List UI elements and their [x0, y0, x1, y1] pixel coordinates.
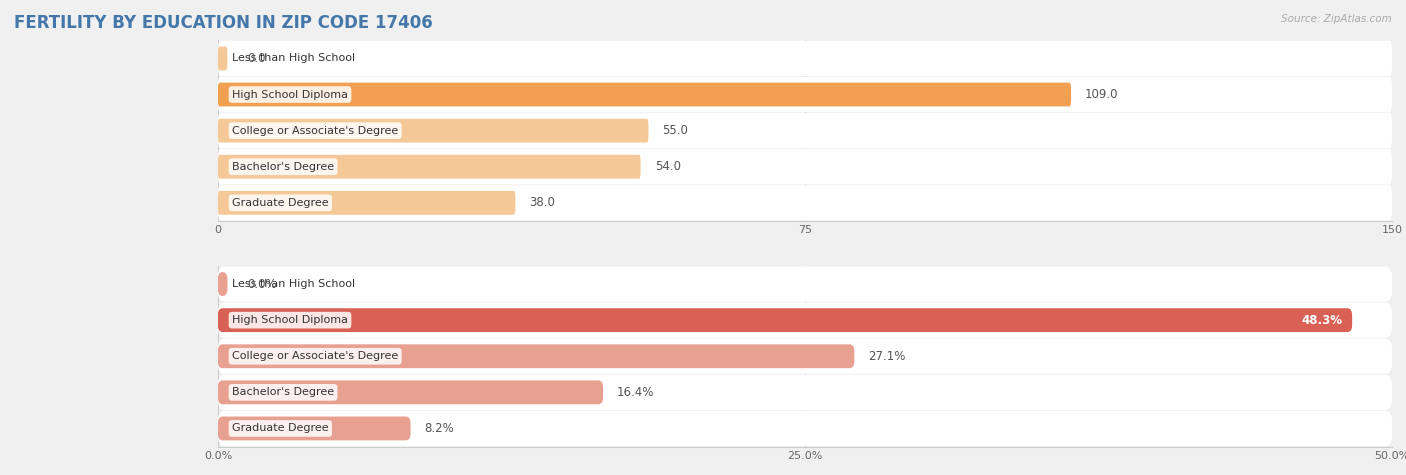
FancyBboxPatch shape — [218, 191, 516, 215]
FancyBboxPatch shape — [218, 41, 1392, 76]
FancyBboxPatch shape — [218, 308, 1353, 332]
Text: FERTILITY BY EDUCATION IN ZIP CODE 17406: FERTILITY BY EDUCATION IN ZIP CODE 17406 — [14, 14, 433, 32]
FancyBboxPatch shape — [218, 417, 411, 440]
Text: 27.1%: 27.1% — [869, 350, 905, 363]
FancyBboxPatch shape — [218, 155, 641, 179]
FancyBboxPatch shape — [218, 83, 1071, 106]
Text: 0.0: 0.0 — [247, 52, 266, 65]
Text: Bachelor's Degree: Bachelor's Degree — [232, 387, 335, 398]
Text: Bachelor's Degree: Bachelor's Degree — [232, 162, 335, 172]
Text: Less than High School: Less than High School — [232, 53, 356, 64]
Text: High School Diploma: High School Diploma — [232, 89, 349, 100]
Text: 16.4%: 16.4% — [617, 386, 654, 399]
Text: 109.0: 109.0 — [1085, 88, 1119, 101]
Text: 0.0%: 0.0% — [247, 277, 277, 291]
FancyBboxPatch shape — [218, 375, 1392, 410]
FancyBboxPatch shape — [218, 77, 1392, 112]
FancyBboxPatch shape — [218, 149, 1392, 184]
Text: High School Diploma: High School Diploma — [232, 315, 349, 325]
FancyBboxPatch shape — [218, 344, 855, 368]
FancyBboxPatch shape — [218, 380, 603, 404]
Text: Graduate Degree: Graduate Degree — [232, 198, 329, 208]
Text: 38.0: 38.0 — [530, 196, 555, 209]
Text: Source: ZipAtlas.com: Source: ZipAtlas.com — [1281, 14, 1392, 24]
FancyBboxPatch shape — [218, 119, 648, 142]
Text: 8.2%: 8.2% — [425, 422, 454, 435]
Text: 54.0: 54.0 — [655, 160, 681, 173]
FancyBboxPatch shape — [218, 303, 1392, 338]
Text: Less than High School: Less than High School — [232, 279, 356, 289]
Text: Graduate Degree: Graduate Degree — [232, 423, 329, 434]
FancyBboxPatch shape — [218, 113, 1392, 148]
FancyBboxPatch shape — [218, 185, 1392, 220]
Text: College or Associate's Degree: College or Associate's Degree — [232, 125, 398, 136]
Text: 48.3%: 48.3% — [1302, 314, 1343, 327]
Text: 55.0: 55.0 — [662, 124, 689, 137]
FancyBboxPatch shape — [218, 47, 228, 70]
FancyBboxPatch shape — [218, 266, 1392, 302]
FancyBboxPatch shape — [218, 411, 1392, 446]
FancyBboxPatch shape — [218, 272, 228, 296]
FancyBboxPatch shape — [218, 339, 1392, 374]
Text: College or Associate's Degree: College or Associate's Degree — [232, 351, 398, 361]
